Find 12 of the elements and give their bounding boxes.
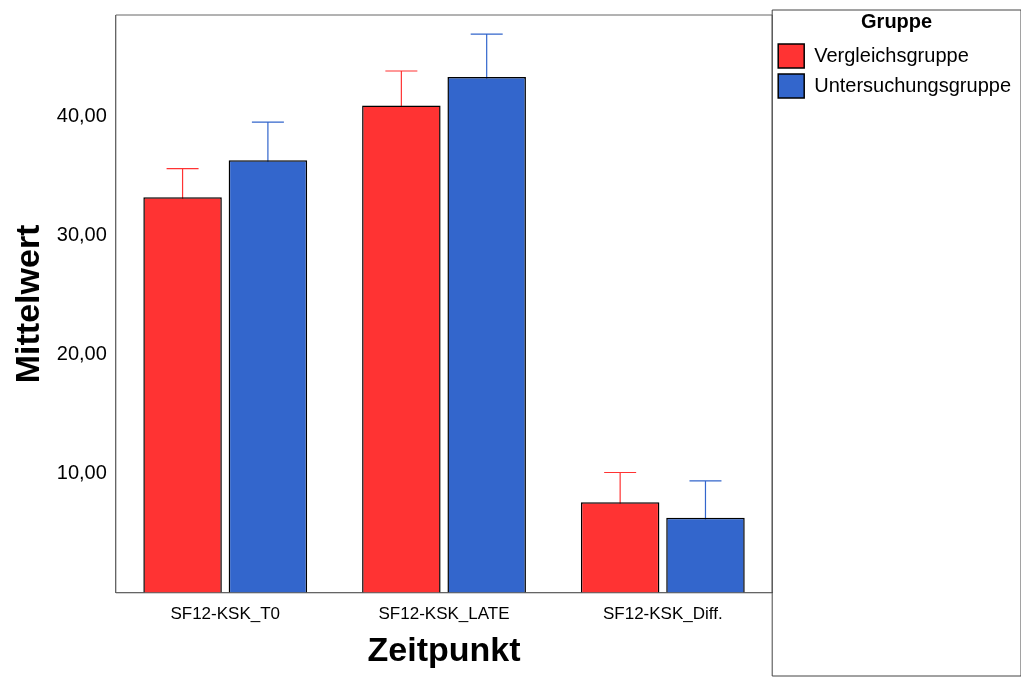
y-tick-label: 30,00 [56, 222, 107, 245]
legend-label: Vergleichsgruppe [814, 43, 969, 66]
x-tick-label: SF12-KSK_LATE [378, 603, 510, 623]
x-tick-label: SF12-KSK_Diff. [602, 603, 723, 623]
legend-label: Untersuchungsgruppe [814, 73, 1011, 96]
x-axis-title: Zeitpunkt [367, 629, 521, 668]
y-tick-label: 40,00 [56, 103, 107, 126]
legend-title: Gruppe [861, 9, 933, 32]
y-tick-label: 20,00 [56, 342, 107, 365]
y-axis-title: Mittelwert [7, 224, 46, 384]
x-tick-label: SF12-KSK_T0 [170, 603, 281, 623]
y-tick-label: 10,00 [56, 461, 107, 484]
